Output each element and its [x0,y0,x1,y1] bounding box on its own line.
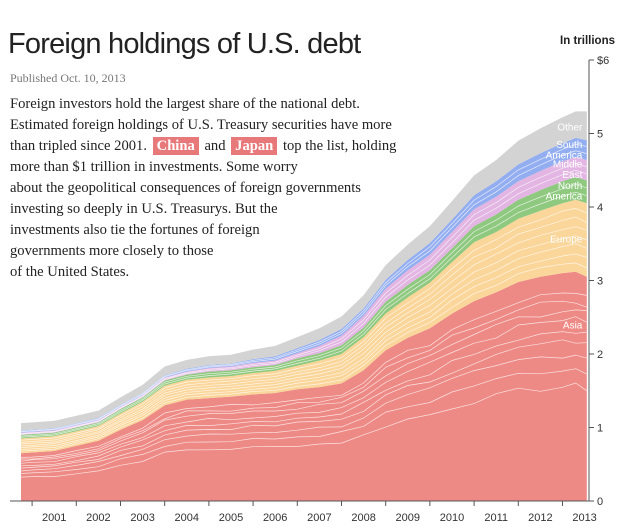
intro-text: and [204,138,226,154]
x-tick-label: 2012 [528,512,552,524]
stream-label-line: North [558,181,582,192]
stream-line-asia [20,368,587,474]
y-axis: 0 1 2 3 4 5 $6 [588,55,609,508]
area-north-america [21,176,587,439]
intro-paragraph: Foreign investors hold the largest share… [10,94,450,283]
stream-label-middle-east: Middle East [553,160,583,182]
x-tick-label: 2008 [351,512,375,524]
stream-line-europe [20,243,587,448]
stream-line-asia [20,292,587,458]
intro-line: investing so deeply in U.S. Treasurys. B… [10,201,278,217]
intro-line: of the United States. [10,264,130,280]
stream-label-line: Asia [563,321,583,332]
area-asia [21,271,587,501]
stream-label-asia: Asia [563,321,583,332]
x-tick-label: 2003 [130,512,154,524]
y-tick-label: 4 [597,202,603,214]
stream-label-line: America [546,150,583,161]
stream-line-south-america [20,150,587,433]
stream-label-south-america: South America [546,140,583,162]
stream-line-asia [20,339,587,469]
x-tick-label: 2004 [175,512,199,524]
stream-label-europe: Europe [550,234,583,245]
x-tick-label: 2011 [484,512,508,524]
stream-line-europe [20,235,587,447]
x-axis: 2001 2002 2003 2004 2005 2006 2007 2008 2009 2010… [10,500,597,524]
stream-line-asia [20,382,588,478]
stream-label-line: America [546,192,583,203]
intro-line: investments also tie the fortunes of for… [10,222,260,238]
unit-label: In trillions [560,35,615,47]
stream-line-europe [20,226,587,445]
intro-line: more than $1 trillion in investments. So… [10,159,298,175]
stream-label-north-america: North America [546,181,583,203]
y-tick-label: 2 [597,349,603,361]
stream-line-middle-east [20,169,587,435]
stream-line-europe [20,208,587,441]
intro-line: Estimated foreign holdings of U.S. Treas… [10,117,392,133]
intro-line: Foreign investors hold the largest share… [10,96,360,112]
y-tick-label: 5 [597,129,603,141]
area-middle-east [21,157,587,435]
x-tick-label: 2002 [86,512,110,524]
area-south-america [21,137,587,433]
published-date: Published Oct. 10, 2013 [10,71,126,85]
x-tick-label: 2007 [307,512,331,524]
stream-line-middle-east [20,163,587,434]
y-tick-label: $6 [597,55,609,67]
stream-line-south-america [20,143,587,432]
stream-line-asia [20,309,587,462]
stream-line-europe [20,253,587,450]
intro-line: governments more closely to those [10,243,214,259]
stream-label-line: South [556,140,582,151]
x-tick-label: 2009 [396,512,420,524]
stream-label-other: Other [557,123,583,134]
y-tick-label: 0 [597,496,603,508]
stream-line-europe [20,262,587,452]
x-tick-label: 2006 [263,512,287,524]
x-tick-label: 2013 [572,512,596,524]
stream-line-asia [20,316,587,464]
stream-line-north-america [20,191,587,438]
stream-line-europe [20,216,587,443]
x-tick-label: 2005 [219,512,243,524]
stream-label-line: Middle [553,160,583,171]
x-tick-label: 2010 [440,512,464,524]
intro-text: than tripled since 2001. [10,138,147,154]
stream-label-line: Other [557,123,583,134]
area-other [21,111,587,431]
stream-line-asia [20,300,587,460]
intro-text: top the list, holding [282,138,397,154]
intro-line: than tripled since 2001. China and Japan… [10,136,450,157]
stream-line-asia [20,331,587,467]
chart-title: Foreign holdings of U.S. debt [8,28,361,60]
japan-highlight: Japan [231,137,278,155]
y-tick-label: 1 [597,423,603,435]
stream-label-line: East [562,170,582,181]
intro-line: about the geopolitical consequences of f… [10,180,361,196]
stream-label-line: Europe [550,234,583,245]
country-stream-lines [20,143,588,478]
stream-line-north-america [20,184,587,437]
stream-line-asia [20,354,587,472]
y-tick-label: 3 [597,276,603,288]
x-tick-label: 2001 [42,512,66,524]
china-highlight: China [152,137,199,155]
